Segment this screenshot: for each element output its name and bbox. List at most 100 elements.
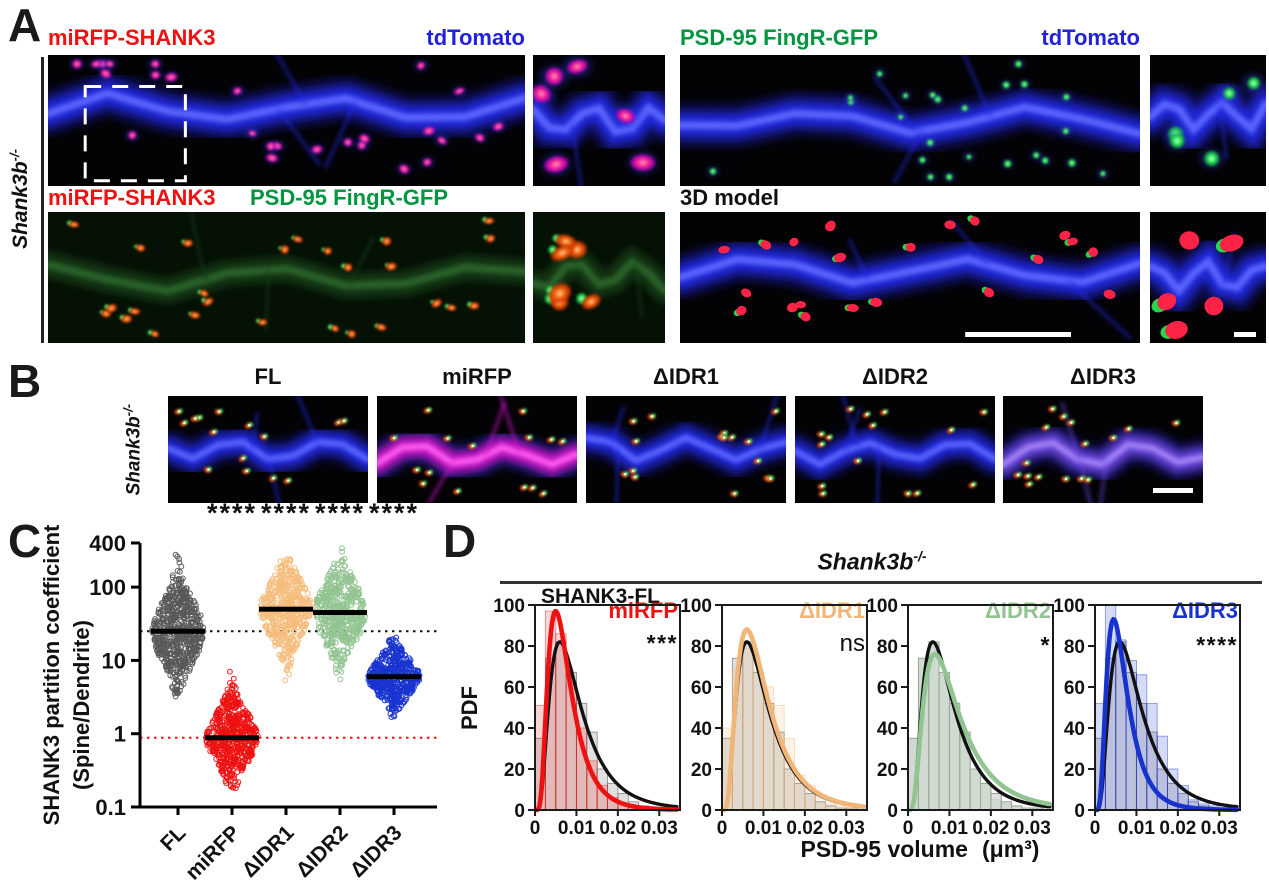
panel-a-side-label: Shank3b-/- [7,97,33,301]
micrograph-3d-model-inset [1150,212,1266,343]
micrograph-mirfp-tdtomato-svg [48,55,525,186]
panel-d-title: Shank3b-/- [572,548,1172,576]
micrograph-b-didr3-svg [1003,396,1203,503]
svg-text:400: 400 [89,531,126,556]
panel-d-label: D [443,515,477,567]
micrograph-mirfp-tdtomato [48,55,525,186]
svg-text:40: 40 [691,719,712,740]
channel-label-tdtomato: tdTomato [426,25,525,50]
svg-text:20: 20 [691,760,712,781]
svg-text:100: 100 [1053,596,1085,617]
svg-text:0.02: 0.02 [599,818,636,839]
micrograph-b-mirfp-svg [377,396,577,503]
condition-label-didr1: ΔIDR1 [799,598,865,623]
svg-text:0.01: 0.01 [931,818,968,839]
svg-text:0.03: 0.03 [1201,818,1238,839]
svg-text:40: 40 [1064,719,1085,740]
svg-text:80: 80 [691,637,712,658]
svg-text:40: 40 [877,719,898,740]
svg-text:100: 100 [493,596,525,617]
svg-text:100: 100 [89,575,126,600]
condition-label-didr2: ΔIDR2 [985,598,1051,623]
svg-text:0: 0 [717,818,728,839]
significance-mirfp: *** [646,630,678,656]
svg-text:ΔIDR3: ΔIDR3 [346,821,407,882]
svg-text:100: 100 [680,596,712,617]
significance-didr1: ns [839,630,865,657]
micrograph-inset-svg [533,55,665,186]
svg-text:100: 100 [866,596,898,617]
condition-label-didr3: ΔIDR3 [1070,364,1136,389]
reference-label-shank3-fl: SHANK3-FL [541,585,660,608]
svg-text:0: 0 [530,818,541,839]
micrograph-b-fl [168,396,368,503]
condition-label-didr1: ΔIDR1 [653,364,719,389]
svg-text:20: 20 [877,760,898,781]
micrograph-inset-svg [1150,55,1266,186]
svg-text:0: 0 [514,801,525,822]
svg-text:0.02: 0.02 [786,818,823,839]
svg-text:0: 0 [887,801,898,822]
genotype-superscript: -/- [913,548,927,564]
svg-text:miRFP: miRFP [181,821,244,882]
significance-didr1: **** [260,498,312,528]
svg-text:20: 20 [1064,760,1085,781]
panel-b-label: B [8,355,42,407]
svg-text:0: 0 [1074,801,1085,822]
panel-a-row2-right-labels: 3D model [680,185,1140,210]
micrograph-3d-model-svg [680,212,1140,343]
micrograph-3d-model [680,212,1140,343]
svg-text:ΔIDR2: ΔIDR2 [292,821,353,882]
panel-a-row1-left-labels: miRFP-SHANK3 tdTomato [48,25,525,50]
svg-text:0: 0 [903,818,914,839]
svg-text:0: 0 [1090,818,1101,839]
svg-text:0.03: 0.03 [641,818,678,839]
panel-d-title-rule [500,581,1262,584]
genotype-superscript: -/- [120,403,136,417]
svg-text:0.02: 0.02 [1159,818,1196,839]
svg-text:0.01: 0.01 [558,818,595,839]
micrograph-inset-svg [533,212,665,343]
significance-didr2: * [1040,632,1051,658]
panel-a-row1-right-labels: PSD-95 FingR-GFP tdTomato [680,25,1140,50]
significance-didr2: **** [314,498,366,528]
svg-text:80: 80 [1064,637,1085,658]
svg-text:60: 60 [1064,678,1085,699]
svg-text:0: 0 [701,801,712,822]
significance-didr3: **** [368,498,420,528]
gene-name: Shank3b [9,161,32,249]
svg-text:0.01: 0.01 [745,818,782,839]
svg-text:0.03: 0.03 [1014,818,1051,839]
svg-text:0.1: 0.1 [95,795,126,820]
micrograph-gfp-tdtomato [680,55,1140,186]
svg-text:10: 10 [102,648,126,673]
significance-mirfp: **** [206,498,258,528]
svg-text:80: 80 [504,637,525,658]
svg-text:ΔIDR1: ΔIDR1 [238,821,299,882]
panel-a-row2-left-labels: miRFP-SHANK3 PSD-95 FingR-GFP [48,185,448,210]
channel-label-psd95-fingr-gfp: PSD-95 FingR-GFP [680,25,879,50]
micrograph-b-fl-svg [168,396,368,503]
significance-didr3: **** [1196,632,1238,658]
svg-text:20: 20 [504,760,525,781]
genotype-superscript: -/- [7,149,22,162]
label-3d-model: 3D model [680,185,780,210]
xlabel-text: PSD-95 volume [800,836,968,862]
svg-text:0.02: 0.02 [972,818,1009,839]
condition-label-mirfp: miRFP [442,364,512,389]
panel-a-side-rule [41,57,44,343]
condition-label-didr2: ΔIDR2 [862,364,928,389]
micrograph-inset-svg [1150,212,1266,343]
svg-text:60: 60 [877,678,898,699]
channel-label-tdtomato: tdTomato [1041,25,1140,50]
channel-label-psd95-fingr-gfp: PSD-95 FingR-GFP [249,185,448,210]
svg-text:40: 40 [504,719,525,740]
condition-label-fl: FL [254,364,282,389]
svg-text:0.01: 0.01 [1118,818,1155,839]
svg-text:0.03: 0.03 [828,818,865,839]
micrograph-b-didr3 [1003,396,1203,503]
micrograph-mirfp-tdtomato-inset [533,55,665,186]
